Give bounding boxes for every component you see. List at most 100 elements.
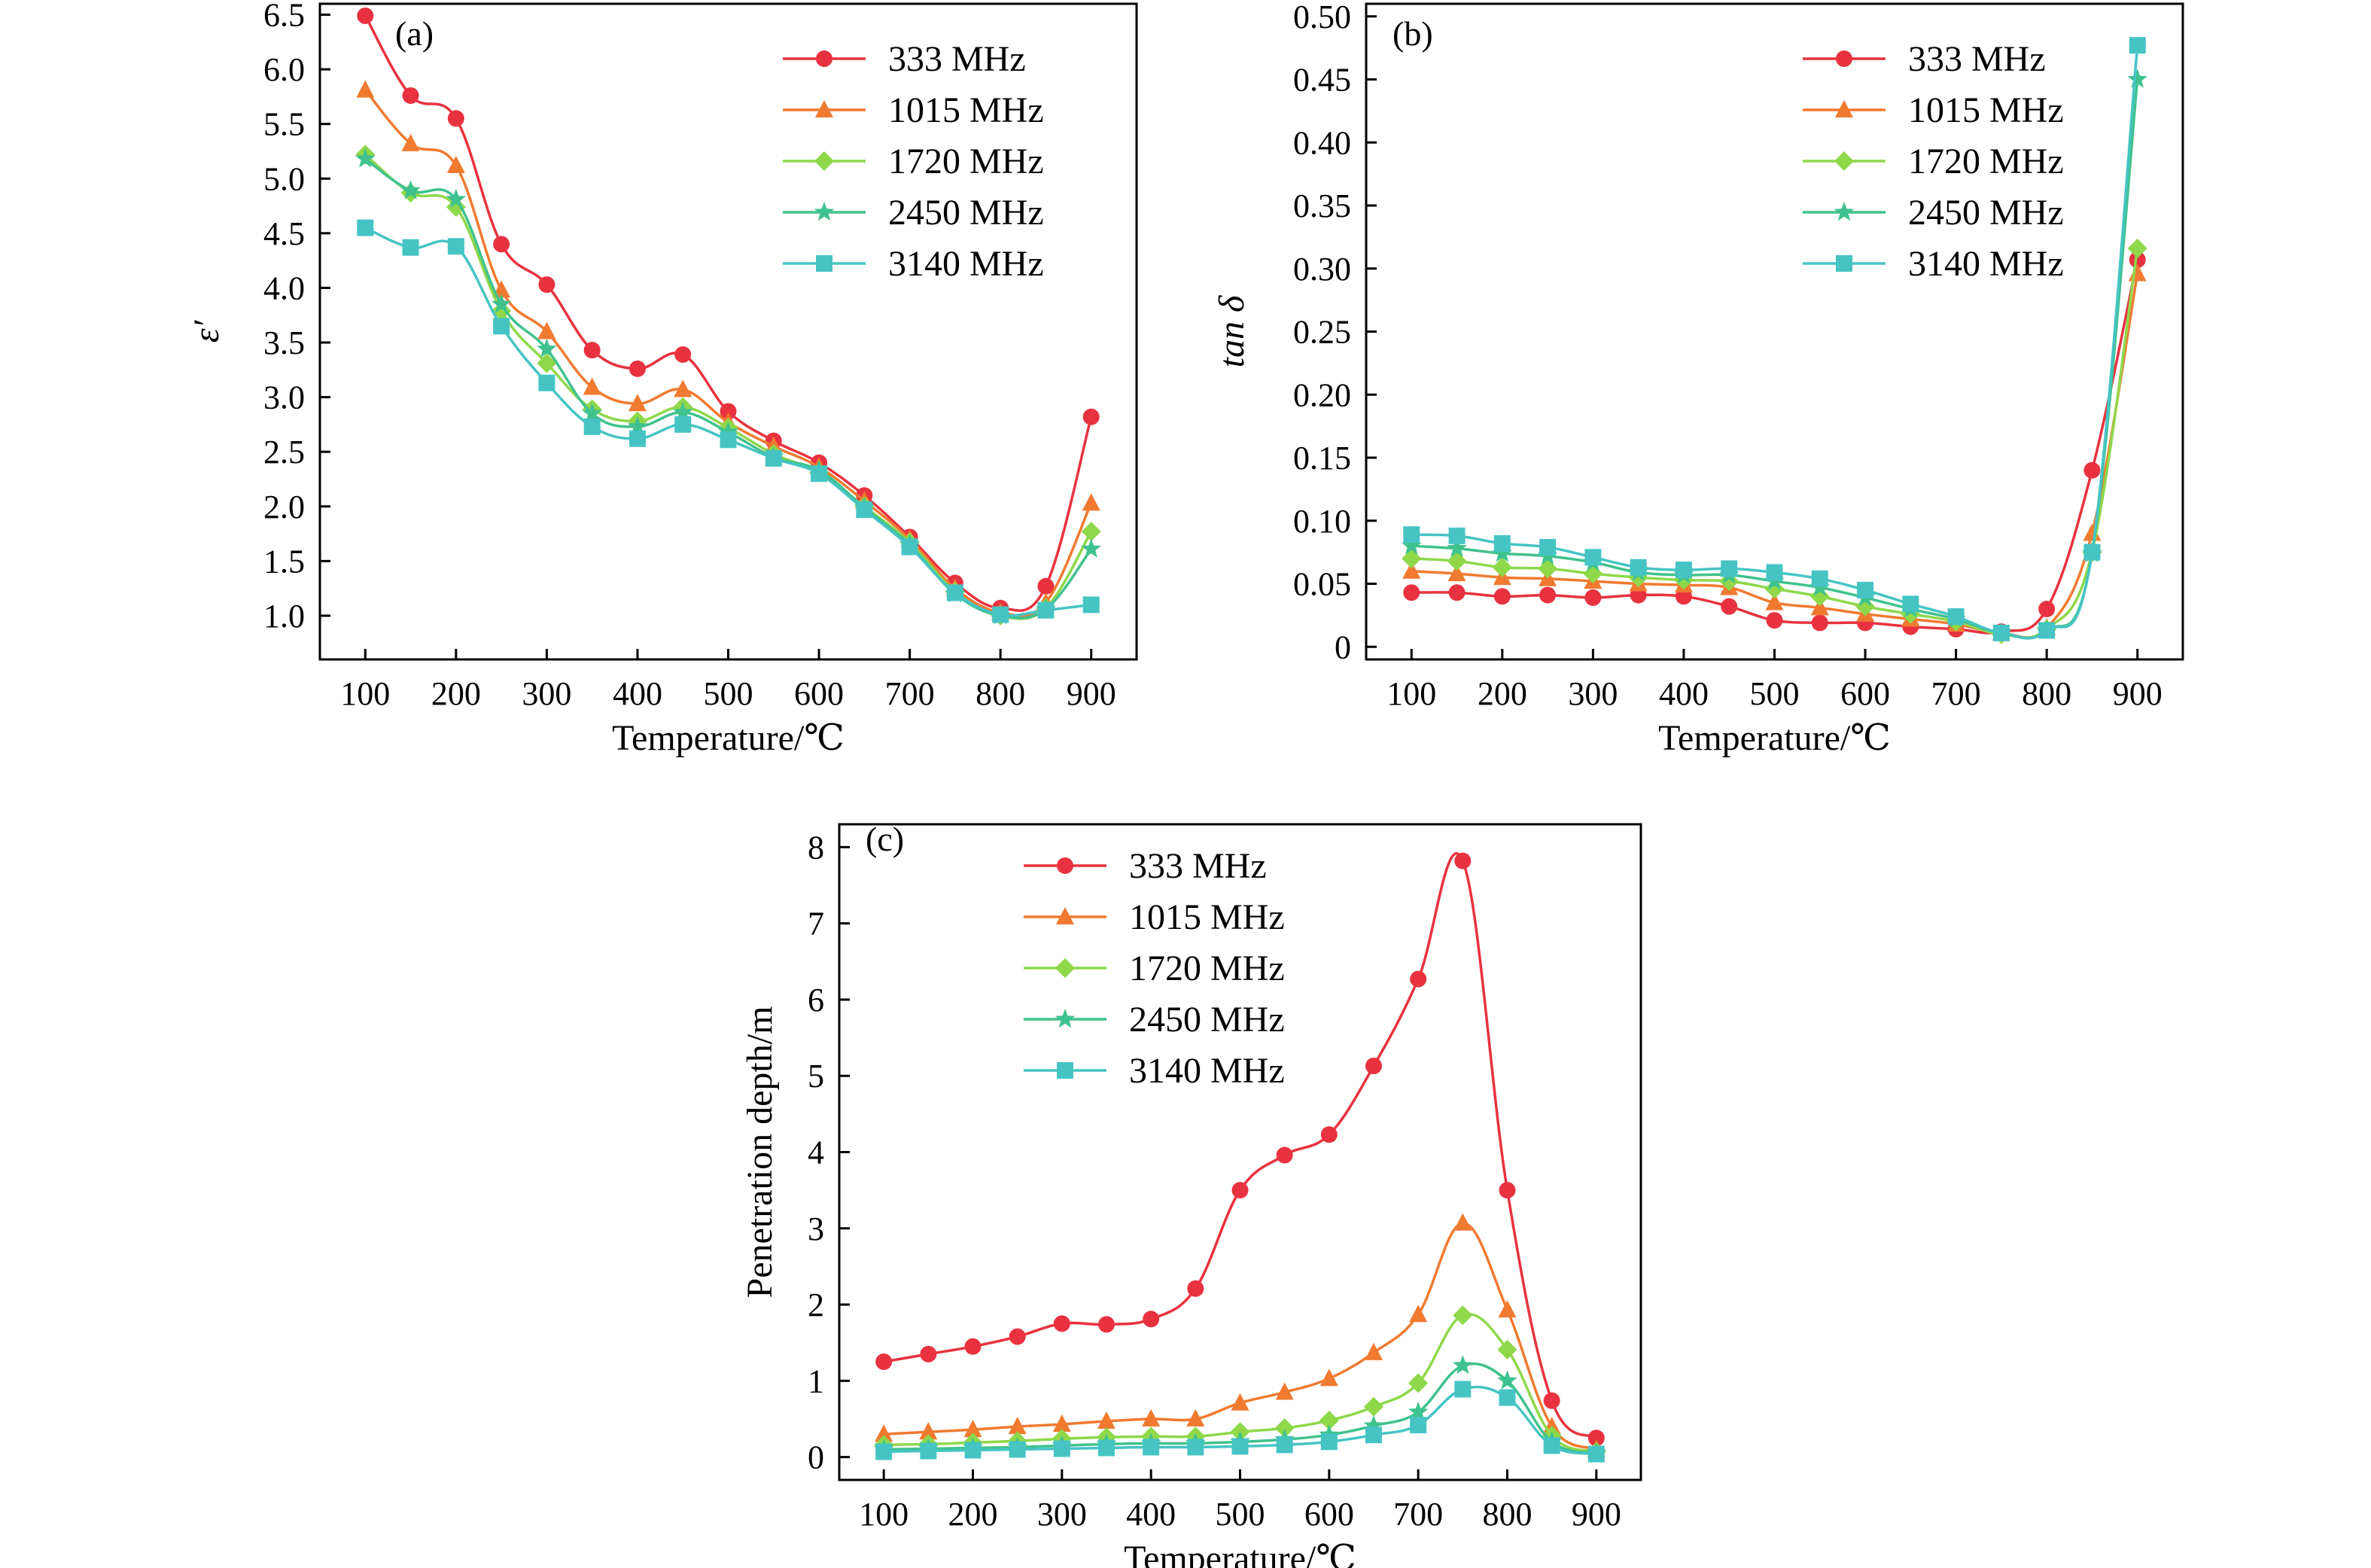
y-tick-label: 0.45 (1293, 62, 1351, 99)
y-tick-label: 0.15 (1293, 440, 1351, 476)
panel-c-chart: 100 200 300 400 500 600 700 800 900 0 1 2 3 4 5 6 7 8 Temp… (740, 820, 1642, 1568)
data-point (1403, 584, 1420, 601)
legend-label: 1720 MHz (1908, 142, 2064, 181)
legend-marker (1834, 202, 1855, 221)
data-point (1143, 1439, 1160, 1456)
data-point (1447, 551, 1467, 571)
series-1015-mhz (875, 1213, 1606, 1457)
data-point (357, 7, 374, 24)
data-point (1584, 549, 1602, 566)
legend-marker (1834, 151, 1854, 171)
x-tick-label: 500 (1216, 1496, 1265, 1533)
legend-marker (815, 100, 833, 117)
data-point (1902, 595, 1919, 613)
data-point (992, 606, 1009, 623)
data-point (2038, 622, 2056, 639)
data-point (1493, 534, 1511, 552)
y-tick-label: 5.5 (263, 106, 305, 143)
x-tick-label: 700 (1931, 675, 1981, 712)
data-point (537, 353, 557, 373)
data-point (1403, 526, 1420, 543)
data-point (1766, 564, 1783, 581)
data-point (583, 342, 601, 359)
data-point (1410, 1417, 1427, 1434)
data-point (355, 148, 376, 168)
data-point (1097, 1411, 1115, 1429)
y-tick-label: 4.5 (263, 215, 305, 252)
y-tick-label: 5 (808, 1058, 824, 1095)
data-point (1408, 1401, 1429, 1421)
data-point (1453, 1355, 1473, 1375)
x-tick-label: 500 (704, 675, 753, 712)
legend-label: 333 MHz (1129, 846, 1267, 886)
x-tick-label: 600 (794, 675, 844, 712)
series-3140-mhz (1403, 37, 2146, 641)
y-tick-label: 2.0 (263, 489, 305, 525)
y-tick-label: 0.50 (1293, 0, 1351, 35)
data-point (920, 1345, 937, 1362)
y-tick-label: 1.5 (263, 543, 305, 580)
data-point (2127, 69, 2147, 88)
data-point (718, 422, 738, 441)
legend-label: 333 MHz (888, 39, 1026, 79)
series-line (364, 89, 1093, 617)
data-point (1082, 493, 1100, 511)
data-point (1186, 1408, 1205, 1426)
data-point (1765, 592, 1784, 610)
x-tick-label: 800 (2022, 675, 2071, 712)
data-point (1098, 1316, 1115, 1333)
x-tick-label: 300 (522, 675, 571, 712)
data-point (1053, 1315, 1070, 1332)
data-point (537, 338, 557, 358)
data-point (1453, 1305, 1473, 1326)
y-tick-label: 7 (808, 906, 824, 942)
data-point (1187, 1439, 1204, 1456)
data-point (356, 80, 375, 98)
y-tick-label: 0.25 (1293, 314, 1351, 351)
data-point (1499, 1182, 1516, 1199)
data-point (1811, 570, 1828, 587)
y-tick-label: 2 (808, 1286, 824, 1323)
data-point (583, 377, 601, 395)
y-tick-label: 0.10 (1293, 503, 1351, 540)
legend: 333 MHz 1015 MHz 1720 MHz 2450 MHz 3140 MHz (783, 39, 1044, 284)
data-point (1082, 596, 1100, 613)
data-point (1448, 527, 1466, 544)
y-axis-title: ε′ (187, 319, 227, 343)
legend-label: 2450 MHz (888, 193, 1044, 233)
y-tick-label: 8 (808, 829, 824, 866)
data-point (964, 1338, 982, 1355)
x-tick-label: 100 (340, 675, 390, 712)
data-point (720, 403, 737, 420)
y-tick-label: 0.05 (1293, 566, 1351, 603)
y-tick-label: 3.0 (263, 379, 305, 416)
data-point (1492, 543, 1513, 562)
data-point (401, 133, 420, 151)
data-point (1319, 1411, 1339, 1431)
x-axis-title: Temperature/℃ (1124, 1539, 1356, 1568)
data-point (493, 236, 510, 253)
y-tick-label: 5.0 (263, 160, 305, 197)
legend-label: 3140 MHz (888, 244, 1044, 284)
data-point (1497, 1370, 1517, 1390)
data-point (1009, 1328, 1026, 1345)
legend-label: 1720 MHz (888, 142, 1044, 181)
data-point (1231, 1438, 1249, 1455)
data-point (1454, 1381, 1472, 1398)
data-point (1539, 538, 1557, 556)
panel-b-chart: 100 200 300 400 500 600 700 800 900 0 0.05 0.10 0.15… (1212, 0, 2184, 758)
y-tick-label: 4.0 (263, 269, 305, 306)
data-point (1081, 522, 1101, 542)
x-tick-label: 700 (1393, 1496, 1443, 1533)
data-point (1587, 1429, 1605, 1447)
data-point (1497, 1339, 1517, 1359)
data-point (1810, 598, 1829, 616)
x-tick-label: 400 (1126, 1496, 1176, 1533)
data-point (1187, 1280, 1204, 1297)
series-line (883, 852, 1597, 1439)
y-tick-label: 6.5 (263, 0, 305, 34)
panel-label: (c) (866, 820, 904, 858)
data-point (1448, 584, 1466, 601)
data-point (446, 197, 466, 218)
